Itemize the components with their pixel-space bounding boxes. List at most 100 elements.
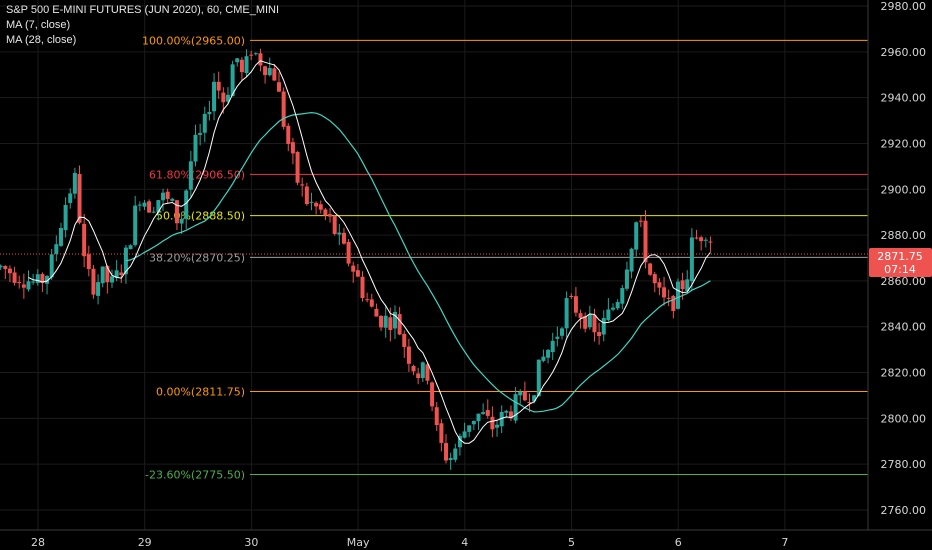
candle-up — [198, 132, 203, 135]
candle-up — [495, 424, 500, 428]
candle-up — [448, 457, 453, 460]
candle-up — [63, 205, 68, 231]
candle-down — [21, 284, 26, 288]
candle-down — [694, 237, 699, 239]
candle-up — [184, 190, 189, 219]
candle-up — [161, 192, 166, 201]
time-tick-label: 6 — [675, 536, 682, 549]
price-tick-label: 2760.00 — [881, 504, 927, 517]
candle-up — [235, 58, 240, 63]
candle-up — [267, 67, 272, 76]
candle-up — [587, 314, 592, 328]
candle-down — [249, 54, 254, 56]
candle-down — [430, 382, 435, 407]
candle-down — [360, 276, 365, 299]
candle-up — [72, 172, 77, 194]
time-tick-label: 29 — [138, 536, 152, 549]
candle-down — [578, 313, 583, 319]
candle-up — [518, 391, 523, 396]
candle-up — [453, 448, 458, 460]
candle-up — [128, 245, 133, 250]
candle-down — [221, 92, 226, 103]
candle-up — [31, 281, 36, 283]
fibonacci-retracement[interactable]: 100.00%(2965.00) 61.80%(2906.50) 50.0%(288… — [142, 34, 868, 481]
candle-down — [105, 266, 110, 283]
price-tick-label: 2800.00 — [881, 412, 927, 425]
candle-up — [462, 431, 467, 438]
price-tick-label: 2960.00 — [881, 46, 927, 59]
price-tick-label: 2920.00 — [881, 137, 927, 150]
candle-down — [3, 266, 8, 270]
candle-down — [573, 296, 578, 313]
candle-down — [434, 407, 439, 426]
candle-up — [601, 318, 606, 335]
candle-up — [207, 111, 212, 115]
candle-down — [527, 401, 532, 403]
candle-up — [137, 204, 142, 206]
candle-up — [45, 275, 50, 284]
price-tick-label: 2780.00 — [881, 458, 927, 471]
price-tick-label: 2840.00 — [881, 321, 927, 334]
candle-down — [86, 254, 91, 270]
candle-down — [485, 410, 490, 416]
candle-down — [583, 316, 588, 329]
candle-up — [541, 356, 546, 361]
candle-up — [504, 410, 509, 413]
candle-down — [272, 68, 277, 81]
candle-down — [708, 241, 713, 243]
candle-down — [522, 391, 527, 401]
candle-down — [638, 220, 643, 222]
candle-up — [49, 254, 54, 278]
candle-up — [0, 265, 3, 268]
candle-down — [17, 282, 22, 284]
symbol-title[interactable]: S&P 500 E-MINI FUTURES (JUN 2020), 60, C… — [6, 4, 280, 16]
ma-slow-legend[interactable]: MA (28, close) — [6, 34, 77, 46]
candle-down — [397, 314, 402, 335]
candle-up — [467, 425, 472, 432]
candle-up — [564, 298, 569, 329]
candle-up — [26, 281, 31, 290]
candle-down — [304, 186, 309, 205]
candle-up — [481, 412, 486, 414]
candle-up — [151, 211, 156, 213]
price-tick-label: 2980.00 — [881, 0, 927, 13]
candle-up — [142, 202, 147, 207]
candle-up — [188, 161, 193, 190]
time-tick-label: 28 — [31, 536, 45, 549]
candle-up — [689, 237, 694, 282]
candle-down — [40, 274, 45, 284]
candle-up — [620, 288, 625, 304]
candle-up — [202, 113, 207, 133]
candle-up — [133, 205, 138, 246]
candle-down — [82, 223, 87, 257]
candle-up — [96, 282, 101, 296]
candle-down — [263, 66, 268, 76]
candle-up — [156, 200, 161, 212]
candle-down — [286, 125, 291, 144]
candle-down — [295, 152, 300, 183]
chart-grid — [0, 0, 868, 530]
candle-up — [546, 349, 551, 358]
candle-down — [355, 270, 360, 277]
price-tag-value: 2871.75 — [877, 250, 923, 263]
time-axis-panel[interactable] — [0, 530, 932, 550]
candle-down — [365, 299, 370, 301]
candle-down — [77, 174, 82, 223]
candle-up — [68, 193, 73, 203]
candle-down — [277, 82, 282, 92]
candlestick-series — [0, 48, 713, 470]
fib-level-label: 0.00%(2811.75) — [156, 385, 245, 398]
candle-up — [109, 276, 114, 283]
candle-up — [615, 302, 620, 309]
candle-up — [536, 359, 541, 397]
ma-fast-legend[interactable]: MA (7, close) — [6, 19, 71, 31]
candle-down — [425, 364, 430, 381]
candle-up — [476, 413, 481, 422]
candle-down — [648, 263, 653, 275]
candle-down — [341, 232, 346, 244]
candle-up — [471, 420, 476, 425]
candle-up — [225, 94, 230, 102]
candle-down — [7, 268, 12, 274]
price-axis-labels: 2760.00 2780.00 2800.00 2820.00 2840.00 2860.… — [881, 0, 927, 517]
